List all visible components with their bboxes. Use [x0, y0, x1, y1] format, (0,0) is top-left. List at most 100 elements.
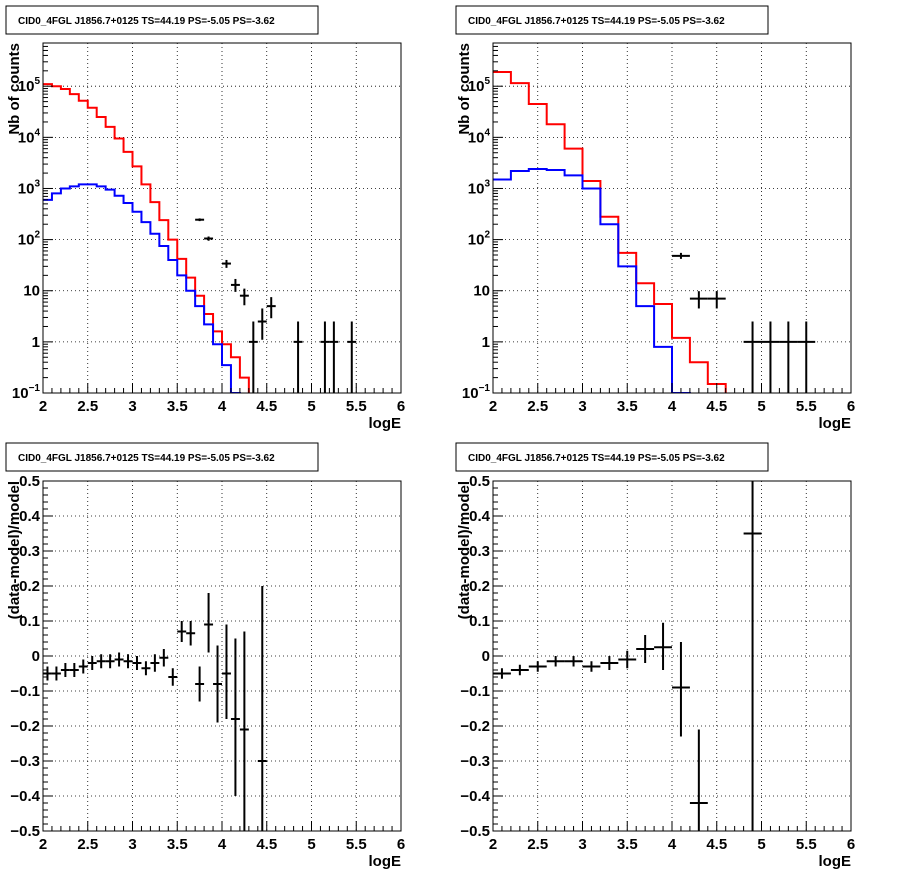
data-point	[493, 668, 511, 679]
data-point	[141, 661, 151, 676]
data-point	[78, 659, 88, 674]
y-tick-label: −0.4	[10, 788, 40, 805]
y-tick-label: 0.2	[469, 578, 490, 595]
y-tick-label: 0.2	[19, 578, 40, 595]
data-point	[636, 635, 655, 663]
y-tick-label: 10	[473, 283, 490, 300]
data-point	[761, 321, 780, 393]
x-tick-label: 2	[39, 398, 47, 415]
data-point	[69, 663, 79, 677]
plot-area	[43, 586, 267, 831]
x-tick-label: 5.5	[346, 398, 367, 415]
data-point	[600, 656, 619, 670]
chart-title: CID0_4FGL J1856.7+0125 TS=44.19 PS=-5.05…	[468, 453, 725, 464]
data-point	[257, 586, 267, 831]
x-tick-label: 6	[847, 398, 855, 415]
data-point	[222, 624, 231, 719]
x-tick-label: 3.5	[617, 398, 638, 415]
data-point	[257, 308, 267, 340]
y-axis-label: Nb of counts	[6, 43, 23, 135]
x-tick-label: 4	[218, 398, 227, 415]
data-point	[564, 656, 583, 667]
x-tick-label: 3	[128, 398, 136, 415]
hist-series-0	[493, 70, 727, 393]
y-tick-label: 0.3	[19, 543, 40, 560]
x-tick-label: 4.5	[706, 836, 727, 853]
data-point	[239, 288, 249, 306]
x-tick-label: 4	[218, 836, 227, 853]
y-tick-label: 0	[32, 648, 40, 665]
y-tick-label: 104	[468, 127, 491, 146]
y-tick-label: 10	[23, 283, 40, 300]
data-point	[213, 645, 222, 723]
y-tick-label: 0.1	[469, 613, 490, 630]
data-point	[582, 661, 601, 672]
data-point	[510, 664, 529, 676]
x-tick-label: 4	[668, 836, 677, 853]
x-tick-label: 2	[39, 836, 47, 853]
x-tick-label: 6	[397, 836, 405, 853]
data-point	[123, 654, 133, 669]
hist-series-0	[43, 83, 250, 393]
x-tick-label: 2.5	[527, 836, 548, 853]
x-axis-label: logE	[369, 415, 402, 432]
data-point	[528, 661, 547, 672]
x-tick-label: 4	[668, 398, 677, 415]
plot-area	[493, 481, 762, 831]
y-axis-label: Nb of counts	[456, 43, 473, 135]
data-point	[60, 663, 70, 677]
plot-area	[493, 70, 816, 393]
y-tick-label: 0.5	[19, 473, 40, 490]
y-tick-label: 103	[468, 178, 491, 197]
y-tick-label: 1	[32, 334, 40, 351]
x-tick-label: 3.5	[617, 836, 638, 853]
chart-title: CID0_4FGL J1856.7+0125 TS=44.19 PS=-5.05…	[18, 16, 275, 27]
data-point	[105, 654, 115, 669]
data-point	[230, 278, 240, 292]
data-point	[222, 259, 231, 268]
data-point	[204, 236, 214, 241]
y-tick-label: 0.4	[19, 508, 41, 525]
y-tick-label: 10−1	[12, 383, 41, 402]
data-point	[743, 481, 762, 831]
x-tick-label: 6	[847, 836, 855, 853]
x-tick-label: 3	[578, 836, 586, 853]
y-tick-label: 0.5	[469, 473, 490, 490]
data-point	[195, 218, 205, 222]
hist-series-1	[43, 183, 241, 393]
y-tick-label: −0.1	[460, 683, 490, 700]
x-tick-label: 2	[489, 836, 497, 853]
data-point	[204, 593, 214, 653]
y-tick-label: 102	[18, 230, 41, 249]
data-point	[239, 631, 249, 831]
data-point	[266, 297, 276, 319]
data-point	[797, 321, 816, 393]
x-tick-label: 5.5	[346, 836, 367, 853]
chart-p2: CID0_4FGL J1856.7+0125 TS=44.19 PS=-5.05…	[455, 5, 855, 432]
data-point	[87, 656, 97, 670]
data-point	[618, 650, 637, 669]
data-point	[672, 252, 690, 259]
data-point	[150, 654, 160, 672]
data-point	[689, 291, 708, 309]
y-tick-label: −0.5	[460, 823, 490, 840]
y-tick-label: −0.3	[460, 753, 490, 770]
x-tick-label: 5	[307, 836, 315, 853]
chart-title: CID0_4FGL J1856.7+0125 TS=44.19 PS=-5.05…	[468, 16, 725, 27]
hist-series-1	[493, 168, 691, 393]
y-tick-label: 0.3	[469, 543, 490, 560]
y-tick-label: 103	[18, 178, 41, 197]
y-tick-label: 104	[18, 127, 41, 146]
x-tick-label: 6	[397, 398, 405, 415]
y-tick-label: 105	[18, 76, 41, 95]
y-tick-label: 1	[482, 334, 490, 351]
x-axis-label: logE	[819, 853, 852, 870]
y-tick-label: −0.2	[460, 718, 490, 735]
x-axis-label: logE	[819, 415, 852, 432]
data-point	[230, 638, 240, 796]
y-tick-label: −0.4	[460, 788, 490, 805]
chart-p3: CID0_4FGL J1856.7+0125 TS=44.19 PS=-5.05…	[5, 442, 405, 870]
data-point	[132, 656, 142, 670]
data-point	[654, 622, 672, 670]
